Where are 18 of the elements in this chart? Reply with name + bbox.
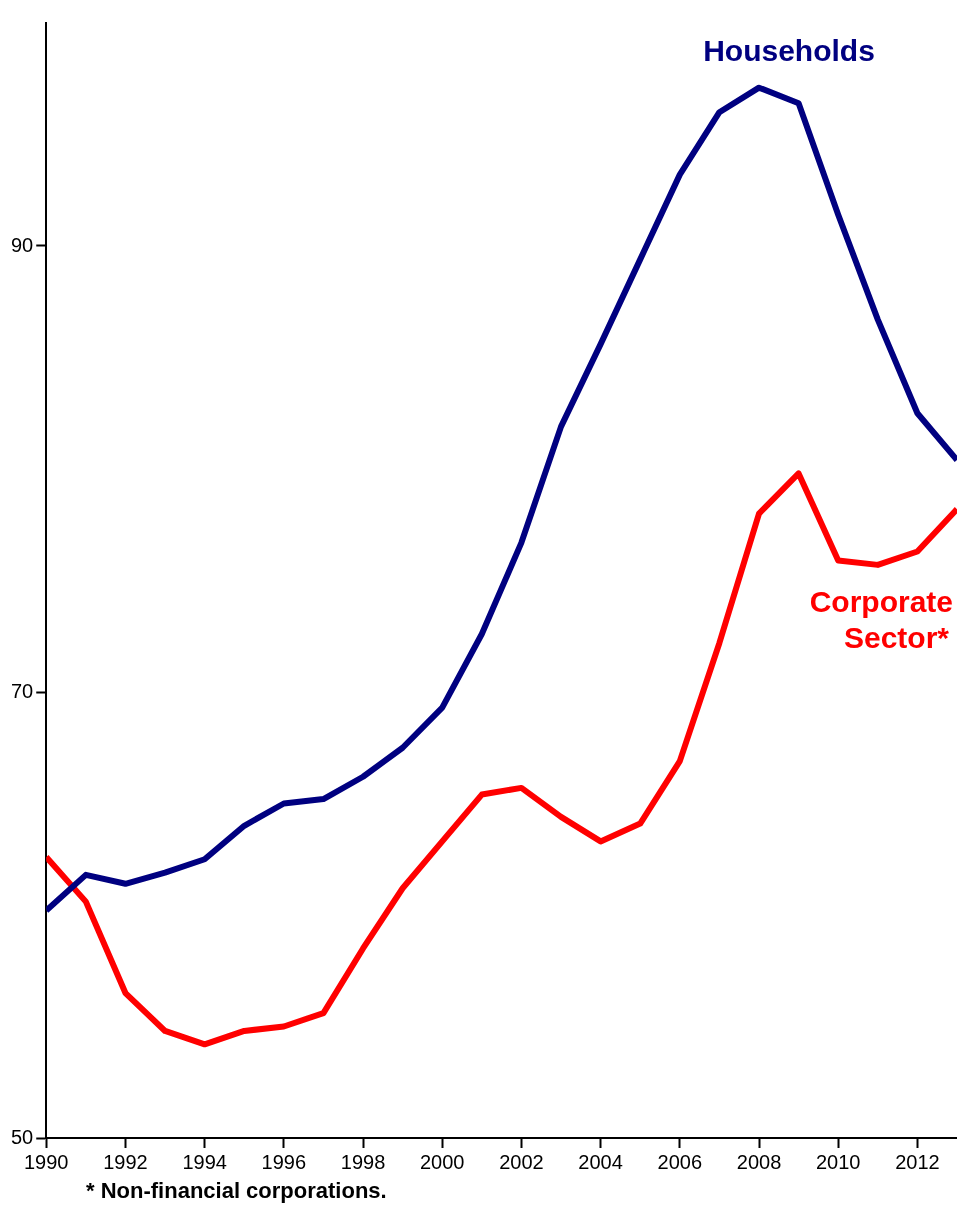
x-tick-label: 2002 [499,1150,544,1173]
x-tick-label: 2008 [736,1150,782,1173]
y-tick-label: 70 [11,679,34,702]
x-tick-label: 1994 [182,1150,227,1173]
series-label: Corporate Sector* [809,585,953,655]
x-tick-label: 2012 [895,1150,940,1173]
x-tick-label: 2000 [419,1150,465,1173]
x-tick-label: 1996 [261,1150,307,1173]
x-tick-label: 2006 [657,1150,703,1173]
x-tick-label: 1998 [340,1150,386,1173]
text: * Non-financial corporations. [86,1178,388,1204]
y-tick-label: 90 [11,233,34,256]
y-tick-label: 50 [11,1125,34,1148]
x-tick-label: 2004 [578,1150,623,1173]
x-tick-label: 2010 [815,1150,861,1173]
x-tick-label: 1992 [103,1150,148,1173]
series-label: Households [703,33,875,67]
x-tick-label: 1990 [24,1150,69,1173]
